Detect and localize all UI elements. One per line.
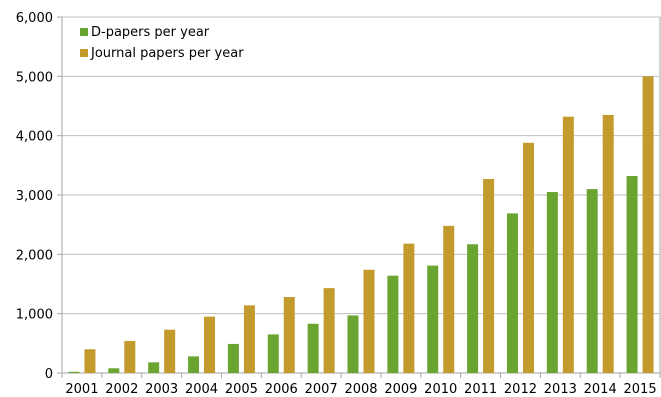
y-tick-label: 2,000 (16, 248, 53, 263)
x-tick-label: 2003 (145, 382, 178, 397)
bar-journal-papers-2001 (84, 349, 96, 373)
bar-journal-papers-2012 (522, 142, 534, 373)
bar-journal-papers-2004 (204, 316, 216, 373)
x-tick-label: 2014 (584, 382, 617, 397)
legend-label: D-papers per year (91, 25, 210, 40)
y-axis: 0 1,000 2,000 3,000 4,000 5,000 6,000 (16, 11, 62, 382)
bar-d-papers-2003 (148, 362, 160, 373)
x-tick-label: 2011 (464, 382, 497, 397)
bar-journal-papers-2002 (124, 340, 136, 373)
bar-journal-papers-2006 (283, 297, 295, 373)
x-axis: 2001 2002 2003 2004 2005 2006 2007 2008 2009 2010… (61, 373, 661, 397)
bar-journal-papers-2015 (642, 76, 654, 373)
x-tick-label: 2007 (305, 382, 338, 397)
bar-journal-papers-2009 (403, 243, 415, 373)
legend-label: Journal papers per year (90, 46, 244, 61)
bar-d-papers-2014 (586, 189, 598, 373)
bar-d-papers-2004 (188, 356, 200, 373)
bar-d-papers-2001 (68, 371, 80, 373)
y-tick-label: 1,000 (16, 308, 53, 323)
y-tick-label: 5,000 (16, 70, 53, 85)
y-tick-label: 0 (45, 367, 53, 382)
legend-swatch (80, 28, 88, 36)
bar-d-papers-2007 (307, 323, 319, 373)
x-tick-label: 2004 (185, 382, 218, 397)
x-tick-label: 2005 (225, 382, 258, 397)
bar-d-papers-2015 (626, 176, 638, 373)
bar-d-papers-2008 (347, 315, 359, 373)
y-tick-label: 3,000 (16, 189, 53, 204)
bar-d-papers-2006 (267, 334, 279, 373)
x-tick-label: 2008 (344, 382, 377, 397)
bar-journal-papers-2005 (243, 305, 255, 373)
bar-d-papers-2005 (227, 343, 239, 373)
x-tick-label: 2015 (624, 382, 657, 397)
bar-journal-papers-2014 (602, 114, 614, 374)
x-tick-label: 2013 (544, 382, 577, 397)
bar-journal-papers-2010 (443, 225, 455, 373)
bar-d-papers-2002 (108, 368, 120, 373)
x-tick-label: 2001 (65, 382, 98, 397)
bars (68, 76, 654, 374)
bar-journal-papers-2003 (164, 329, 176, 373)
legend-swatch (80, 49, 88, 57)
bar-d-papers-2011 (467, 244, 479, 373)
x-tick-label: 2009 (384, 382, 417, 397)
x-tick-label: 2010 (424, 382, 457, 397)
bar-journal-papers-2007 (323, 288, 335, 373)
gridlines (62, 16, 660, 315)
legend: D-papers per year Journal papers per year (80, 25, 244, 61)
bar-d-papers-2009 (387, 275, 399, 373)
x-tick-label: 2006 (265, 382, 298, 397)
bar-journal-papers-2011 (483, 178, 495, 373)
y-tick-label: 6,000 (16, 11, 53, 26)
bar-d-papers-2010 (427, 265, 439, 373)
bar-d-papers-2013 (546, 192, 558, 373)
bar-d-papers-2012 (506, 213, 518, 373)
y-tick-label: 4,000 (16, 130, 53, 145)
bar-journal-papers-2013 (562, 116, 574, 374)
x-tick-label: 2002 (105, 382, 138, 397)
bar-journal-papers-2008 (363, 269, 375, 373)
x-tick-label: 2012 (504, 382, 537, 397)
